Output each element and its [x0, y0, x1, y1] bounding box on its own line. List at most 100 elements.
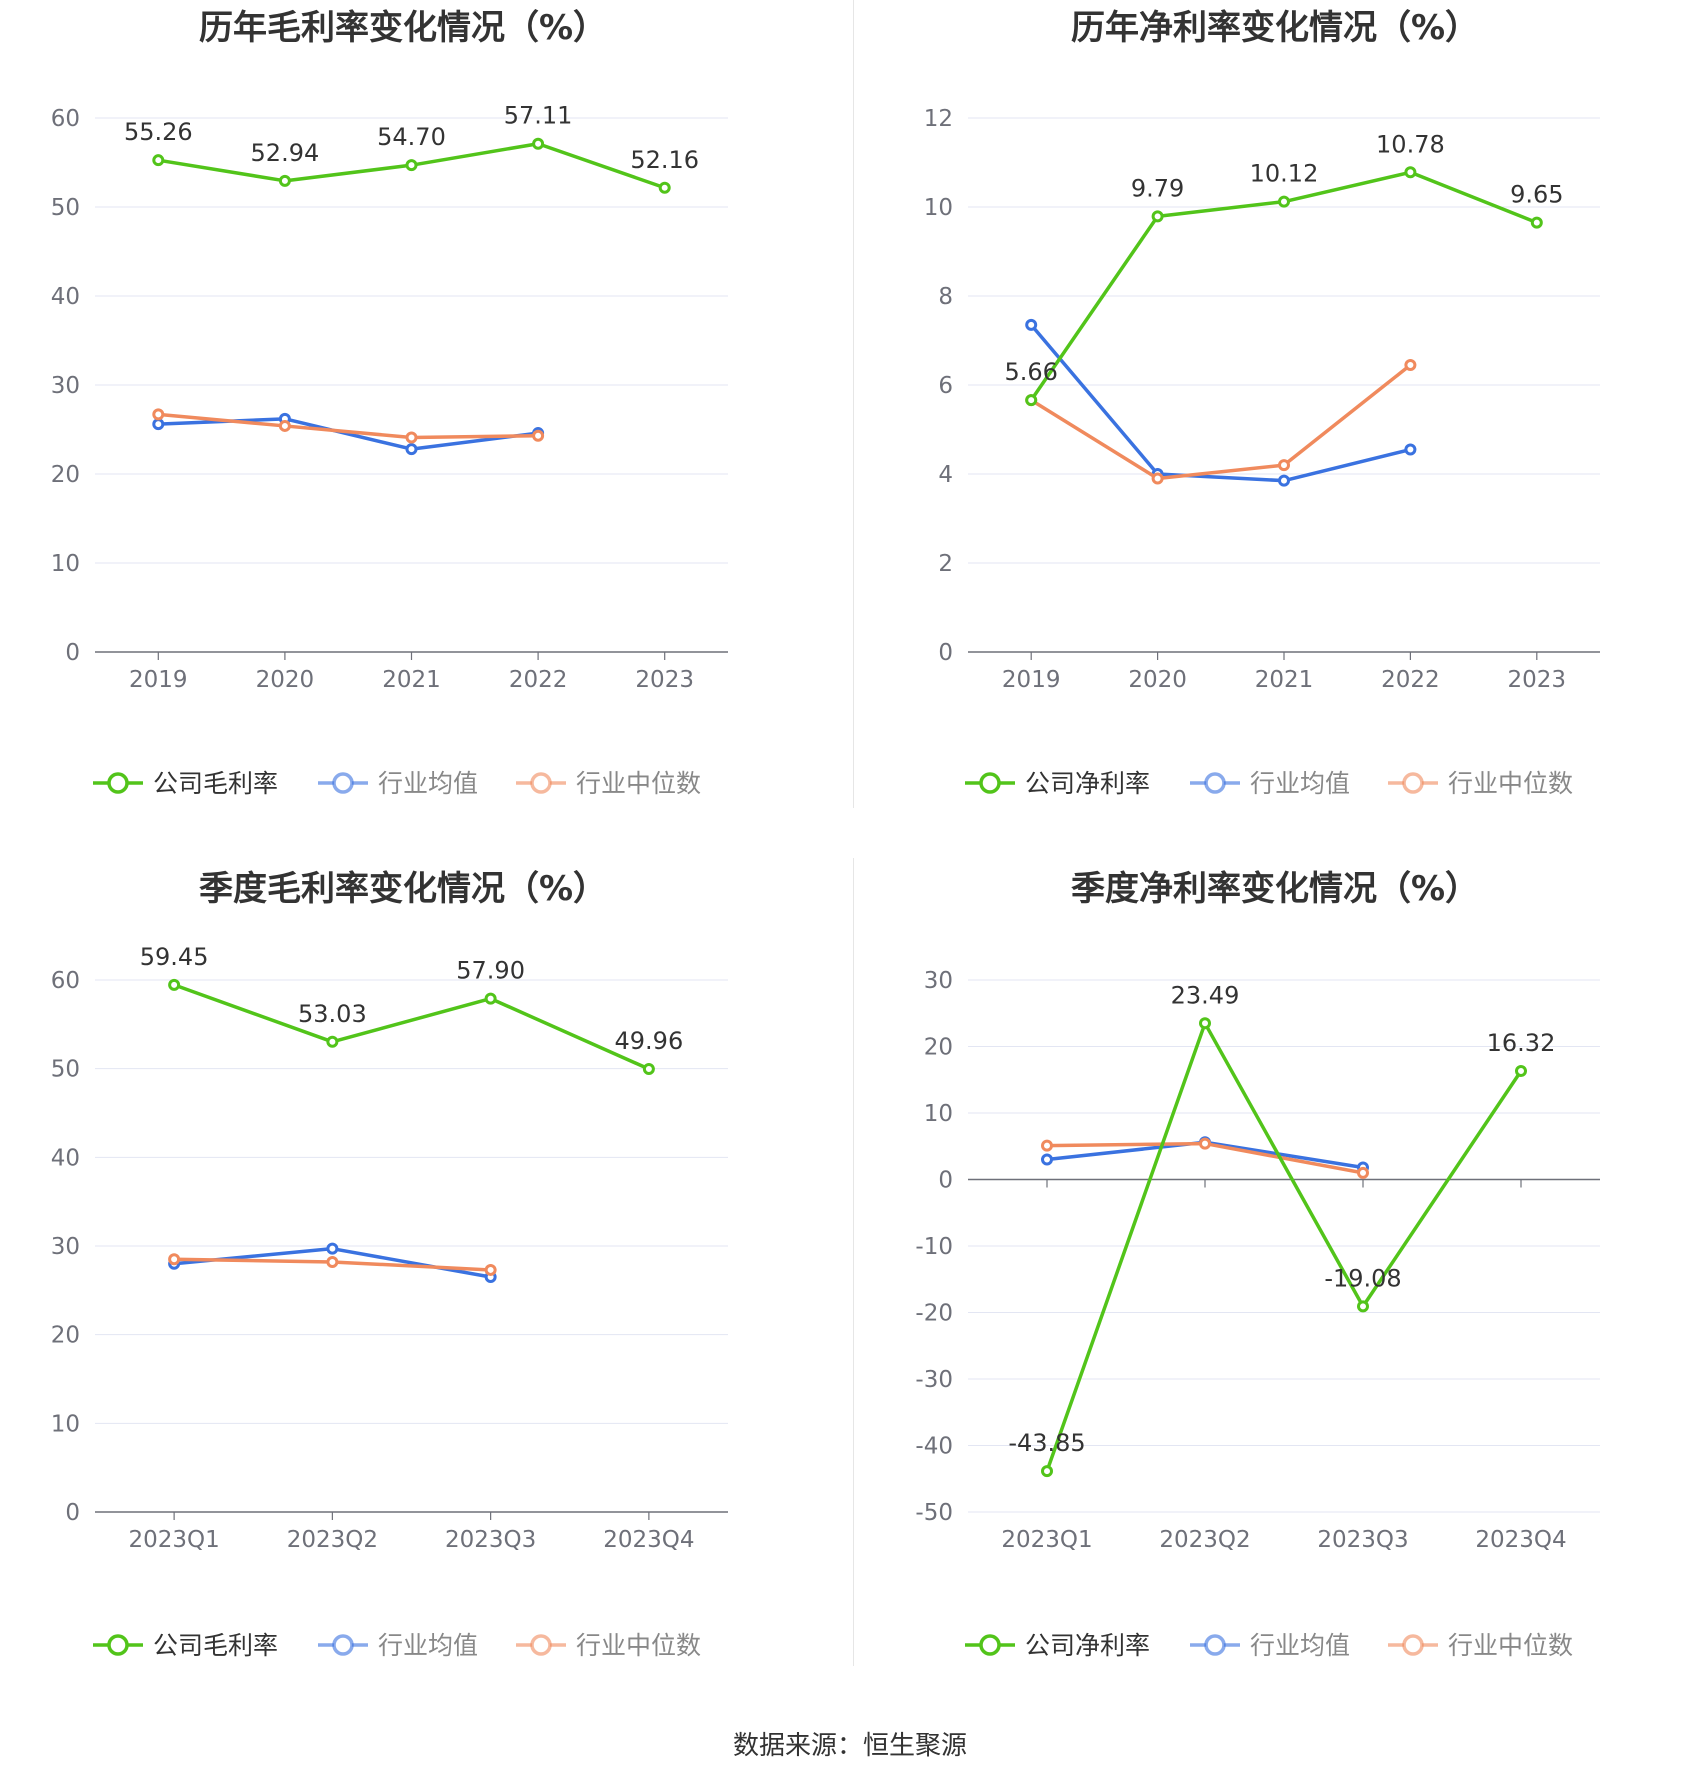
- chart-panel-2: 历年净利率变化情况（%） 0 2 4 6 8 10 12 2019 2020 2021 2022 202…: [924, 8, 1600, 798]
- chart-title: 历年净利率变化情况（%）: [1071, 8, 1479, 48]
- y-tick-label: 30: [51, 373, 80, 399]
- chart-panel-1: 历年毛利率变化情况（%） 0 10 20 30 40 50 60 2019 2020 2021 202…: [51, 8, 728, 798]
- legend-label: 行业中位数: [576, 769, 701, 798]
- x-tick-label: 2023Q4: [1475, 1527, 1566, 1553]
- x-tick-label: 2023Q2: [1159, 1527, 1250, 1553]
- y-tick-label: 40: [51, 1145, 80, 1171]
- data-point-company: [1041, 1465, 1053, 1478]
- legend-item-industry_median[interactable]: 行业中位数: [1388, 1631, 1573, 1660]
- legend-swatch-marker: [530, 1634, 552, 1656]
- legend-swatch-marker: [1204, 772, 1226, 794]
- data-point-industry_avg: [1025, 318, 1038, 331]
- legend-item-industry_avg[interactable]: 行业均值: [1190, 769, 1350, 798]
- data-point-industry_avg: [326, 1242, 339, 1255]
- legend-item-company[interactable]: 公司净利率: [965, 1631, 1150, 1660]
- y-tick-label: -50: [915, 1500, 953, 1526]
- series-line-company: [173, 983, 650, 1071]
- y-tick-label: 20: [51, 1323, 80, 1349]
- chart-title: 季度净利率变化情况（%）: [1071, 869, 1479, 909]
- y-tick-label: -30: [915, 1367, 953, 1393]
- data-label: 54.70: [377, 123, 446, 151]
- legend-item-industry_median[interactable]: 行业中位数: [516, 1631, 701, 1660]
- data-point-company: [1530, 216, 1543, 229]
- data-point-company: [1199, 1017, 1211, 1030]
- y-tick-label: 10: [51, 551, 80, 577]
- y-tick-label: -40: [915, 1434, 953, 1460]
- data-point-company: [326, 1035, 339, 1048]
- y-tick-label: 6: [938, 373, 953, 399]
- y-tick-label: 20: [51, 462, 80, 488]
- y-tick-label: 50: [51, 195, 80, 221]
- legend-label: 公司净利率: [1025, 1631, 1150, 1660]
- legend-label: 行业均值: [1250, 769, 1350, 798]
- y-tick-label: 0: [938, 1168, 953, 1194]
- y-tick-label: -20: [915, 1301, 953, 1327]
- legend-swatch-marker: [1402, 1634, 1424, 1656]
- legend-item-industry_avg[interactable]: 行业均值: [318, 769, 478, 798]
- legend-swatch-marker: [107, 1634, 129, 1656]
- data-point-company: [1025, 394, 1038, 407]
- y-tick-label: 12: [924, 106, 953, 132]
- data-point-industry_median: [278, 419, 291, 432]
- panel-divider-bottom: [853, 858, 854, 1666]
- data-point-company: [658, 181, 671, 194]
- legend-item-industry_avg[interactable]: 行业均值: [1190, 1631, 1350, 1660]
- y-tick-label: 4: [938, 462, 953, 488]
- y-tick-label: 2: [938, 551, 953, 577]
- y-tick-label: 20: [924, 1035, 953, 1061]
- x-tick-label: 2022: [1381, 667, 1440, 693]
- legend-item-company[interactable]: 公司净利率: [965, 769, 1150, 798]
- data-label: 16.32: [1487, 1029, 1556, 1057]
- data-point-industry_avg: [1404, 443, 1417, 456]
- x-tick-label: 2023Q2: [287, 1527, 378, 1553]
- series-line-industry_median: [158, 412, 539, 440]
- y-tick-label: 10: [51, 1411, 80, 1437]
- data-point-industry_median: [1357, 1166, 1369, 1179]
- data-point-company: [1515, 1064, 1527, 1077]
- data-point-industry_avg: [152, 418, 165, 431]
- data-source-footer: 数据来源：恒生聚源: [732, 1731, 967, 1761]
- legend-item-company[interactable]: 公司毛利率: [93, 769, 278, 798]
- data-point-company: [1404, 166, 1417, 179]
- data-point-company: [1151, 210, 1164, 223]
- legend-item-industry_median[interactable]: 行业中位数: [516, 769, 701, 798]
- data-label: 10.78: [1376, 130, 1445, 158]
- y-tick-label: 10: [924, 1101, 953, 1127]
- x-tick-label: 2023Q3: [445, 1527, 536, 1553]
- data-label: 5.66: [1004, 358, 1057, 386]
- x-tick-label: 2023Q3: [1317, 1527, 1408, 1553]
- y-tick-label: 60: [51, 106, 80, 132]
- data-point-industry_avg: [405, 443, 418, 456]
- legend-item-company[interactable]: 公司毛利率: [93, 1631, 278, 1660]
- legend-swatch-marker: [332, 1634, 354, 1656]
- y-tick-label: 10: [924, 195, 953, 221]
- legend-label: 行业中位数: [1448, 769, 1573, 798]
- data-point-company: [1278, 195, 1290, 208]
- legend-swatch-marker: [1402, 772, 1424, 794]
- data-label: -43.85: [1008, 1429, 1085, 1457]
- legend-swatch-marker: [107, 772, 129, 794]
- data-point-company: [278, 174, 291, 187]
- data-point-industry_median: [1404, 358, 1417, 371]
- legend-swatch-marker: [979, 1634, 1001, 1656]
- legend-label: 行业中位数: [576, 1631, 701, 1660]
- data-label: 57.11: [504, 102, 573, 130]
- data-point-company: [405, 159, 418, 172]
- x-tick-label: 2022: [509, 667, 568, 693]
- data-point-company: [532, 137, 545, 150]
- legend-swatch-marker: [979, 772, 1001, 794]
- legend-label: 行业均值: [1250, 1631, 1350, 1660]
- data-point-industry_median: [152, 408, 165, 421]
- data-label: 9.65: [1510, 181, 1563, 209]
- legend-item-industry_avg[interactable]: 行业均值: [318, 1631, 478, 1660]
- x-tick-label: 2020: [1128, 667, 1187, 693]
- data-label: 52.16: [630, 146, 699, 174]
- y-tick-label: 0: [65, 640, 80, 666]
- legend-label: 行业均值: [378, 769, 478, 798]
- legend-item-industry_median[interactable]: 行业中位数: [1388, 769, 1573, 798]
- x-tick-label: 2021: [1255, 667, 1314, 693]
- data-point-industry_median: [1199, 1137, 1211, 1150]
- data-label: 57.90: [456, 957, 525, 985]
- y-tick-label: 8: [938, 284, 953, 310]
